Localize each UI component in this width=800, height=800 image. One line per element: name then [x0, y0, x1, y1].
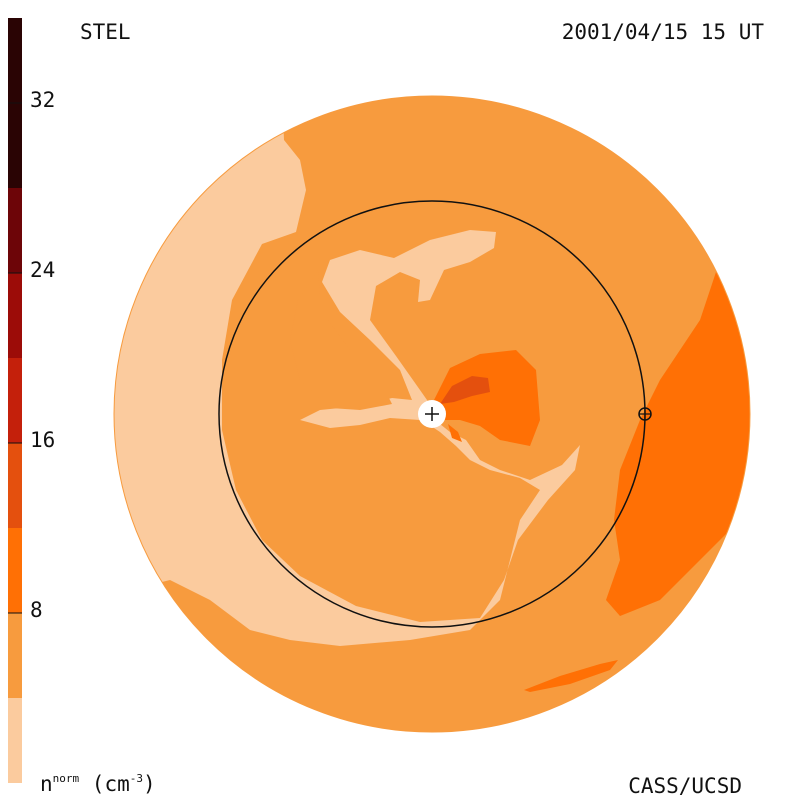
colorbar-unit-label: nnorm (cm-3): [40, 772, 156, 796]
colorbar-tick-label-1: 24: [30, 258, 56, 282]
low-density-region: [114, 96, 580, 646]
colorbar-ticks: [8, 102, 22, 614]
central-enhancement: [432, 350, 540, 446]
date-time-label: 2001/04/15 15 UT: [561, 20, 764, 44]
earth-marker: [638, 407, 652, 421]
colorbar-band-6: [8, 188, 22, 273]
credit-label: CASS/UCSD: [628, 774, 742, 798]
colorbar-bands: [8, 18, 22, 783]
colorbar-band-2: [8, 528, 22, 613]
colorbar-band-3: [8, 443, 22, 528]
colorbar-band-4: [8, 358, 22, 443]
central-small-lobe: [448, 424, 462, 442]
colorbar-band-1: [8, 613, 22, 698]
central-peak: [440, 376, 490, 404]
colorbar-tick-label-3: 8: [30, 598, 43, 622]
mid-density-inner: [290, 270, 392, 410]
sun-marker: [418, 400, 446, 428]
model-label: STEL: [80, 20, 131, 44]
colorbar-tick-label-2: 16: [30, 428, 56, 452]
high-density-patch-bottom: [524, 660, 618, 692]
colorbar-band-0: [8, 698, 22, 783]
colorbar-band-5: [8, 273, 22, 358]
high-density-band-right: [606, 250, 750, 616]
colorbar-tick-label-0: 32: [30, 88, 56, 112]
